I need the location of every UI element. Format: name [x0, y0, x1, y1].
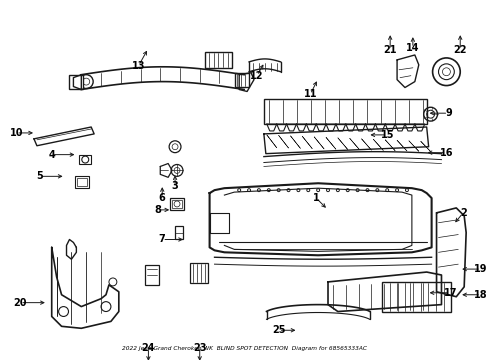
Text: 18: 18 — [474, 290, 488, 300]
Bar — [190, 263, 208, 283]
Text: 15: 15 — [380, 130, 394, 140]
Text: 7: 7 — [159, 234, 166, 244]
Text: 10: 10 — [9, 128, 23, 138]
Text: 3: 3 — [172, 181, 178, 191]
Text: 11: 11 — [303, 89, 317, 99]
Bar — [175, 226, 183, 239]
Bar — [235, 73, 249, 86]
Text: 20: 20 — [13, 298, 27, 308]
Text: 8: 8 — [155, 205, 162, 215]
Text: 16: 16 — [440, 148, 453, 158]
Bar — [264, 99, 427, 124]
Bar — [70, 75, 83, 89]
Text: 23: 23 — [193, 343, 206, 353]
Text: 21: 21 — [383, 45, 397, 55]
Text: 4: 4 — [49, 150, 55, 159]
Text: 13: 13 — [132, 61, 146, 71]
Bar — [77, 178, 87, 186]
Bar — [79, 155, 91, 165]
Bar — [75, 176, 89, 188]
Text: 5: 5 — [36, 171, 43, 181]
Bar — [382, 282, 451, 311]
Text: 17: 17 — [443, 288, 457, 298]
Text: 19: 19 — [474, 264, 488, 274]
Text: 14: 14 — [406, 43, 419, 53]
Text: 2022 Jeep Grand Cherokee WK  BLIND SPOT DETECTION  Diagram for 68565333AC: 2022 Jeep Grand Cherokee WK BLIND SPOT D… — [122, 346, 367, 351]
Text: 22: 22 — [453, 45, 467, 55]
Bar — [172, 200, 182, 208]
Text: 24: 24 — [142, 343, 155, 353]
Text: 12: 12 — [250, 71, 264, 81]
Text: 2: 2 — [460, 208, 466, 218]
Text: 9: 9 — [445, 108, 452, 118]
Bar — [146, 265, 159, 285]
Bar — [205, 52, 232, 68]
Text: 1: 1 — [313, 193, 319, 203]
Text: 6: 6 — [159, 193, 166, 203]
Bar — [170, 198, 184, 210]
Text: 25: 25 — [272, 325, 285, 335]
